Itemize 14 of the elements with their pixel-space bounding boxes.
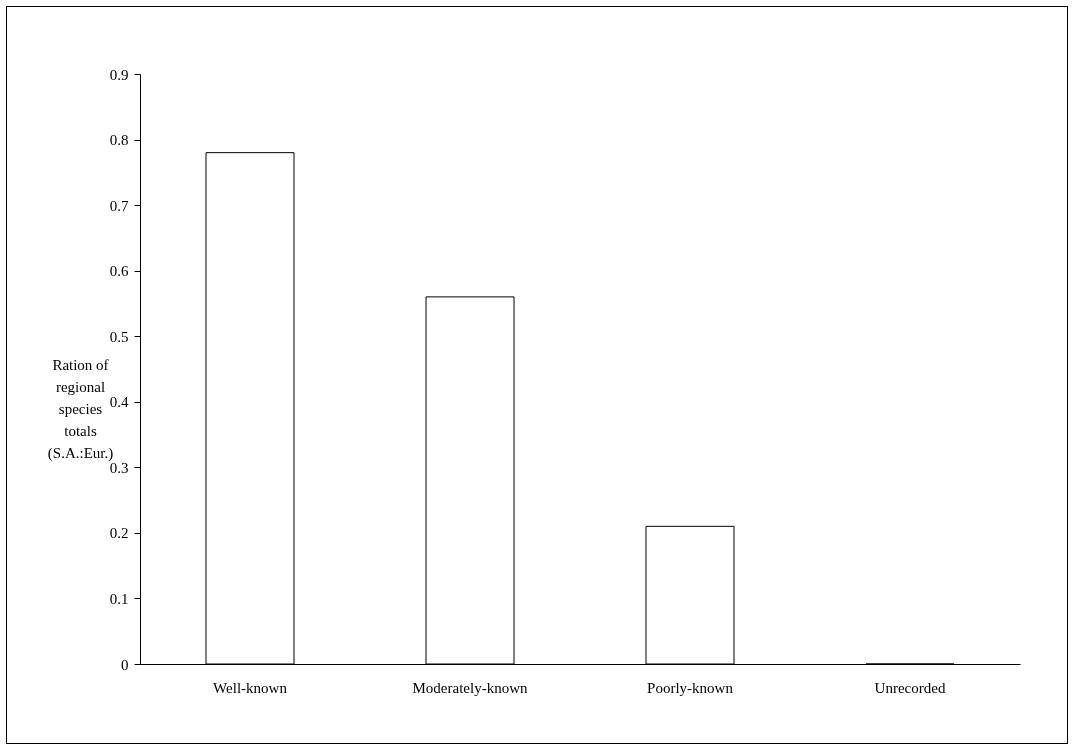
y-tick-label: 0 — [121, 656, 129, 673]
y-tick-label: 0.7 — [109, 197, 129, 214]
x-tick-label: Moderately-known — [412, 679, 528, 696]
y-tick-label: 0.6 — [109, 263, 129, 280]
x-tick-label: Well-known — [213, 679, 288, 696]
y-tick-label: 0.2 — [109, 525, 129, 542]
y-tick-label: 0.9 — [109, 66, 129, 83]
y-tick-label: 0.8 — [109, 132, 129, 149]
x-tick-label: Unrecorded — [874, 679, 946, 696]
y-tick-label: 0.5 — [109, 328, 129, 345]
y-tick-label: 0.3 — [109, 459, 129, 476]
y-tick-label: 0.1 — [109, 590, 129, 607]
x-tick-label: Poorly-known — [647, 679, 734, 696]
y-tick-label: 0.4 — [109, 394, 129, 411]
